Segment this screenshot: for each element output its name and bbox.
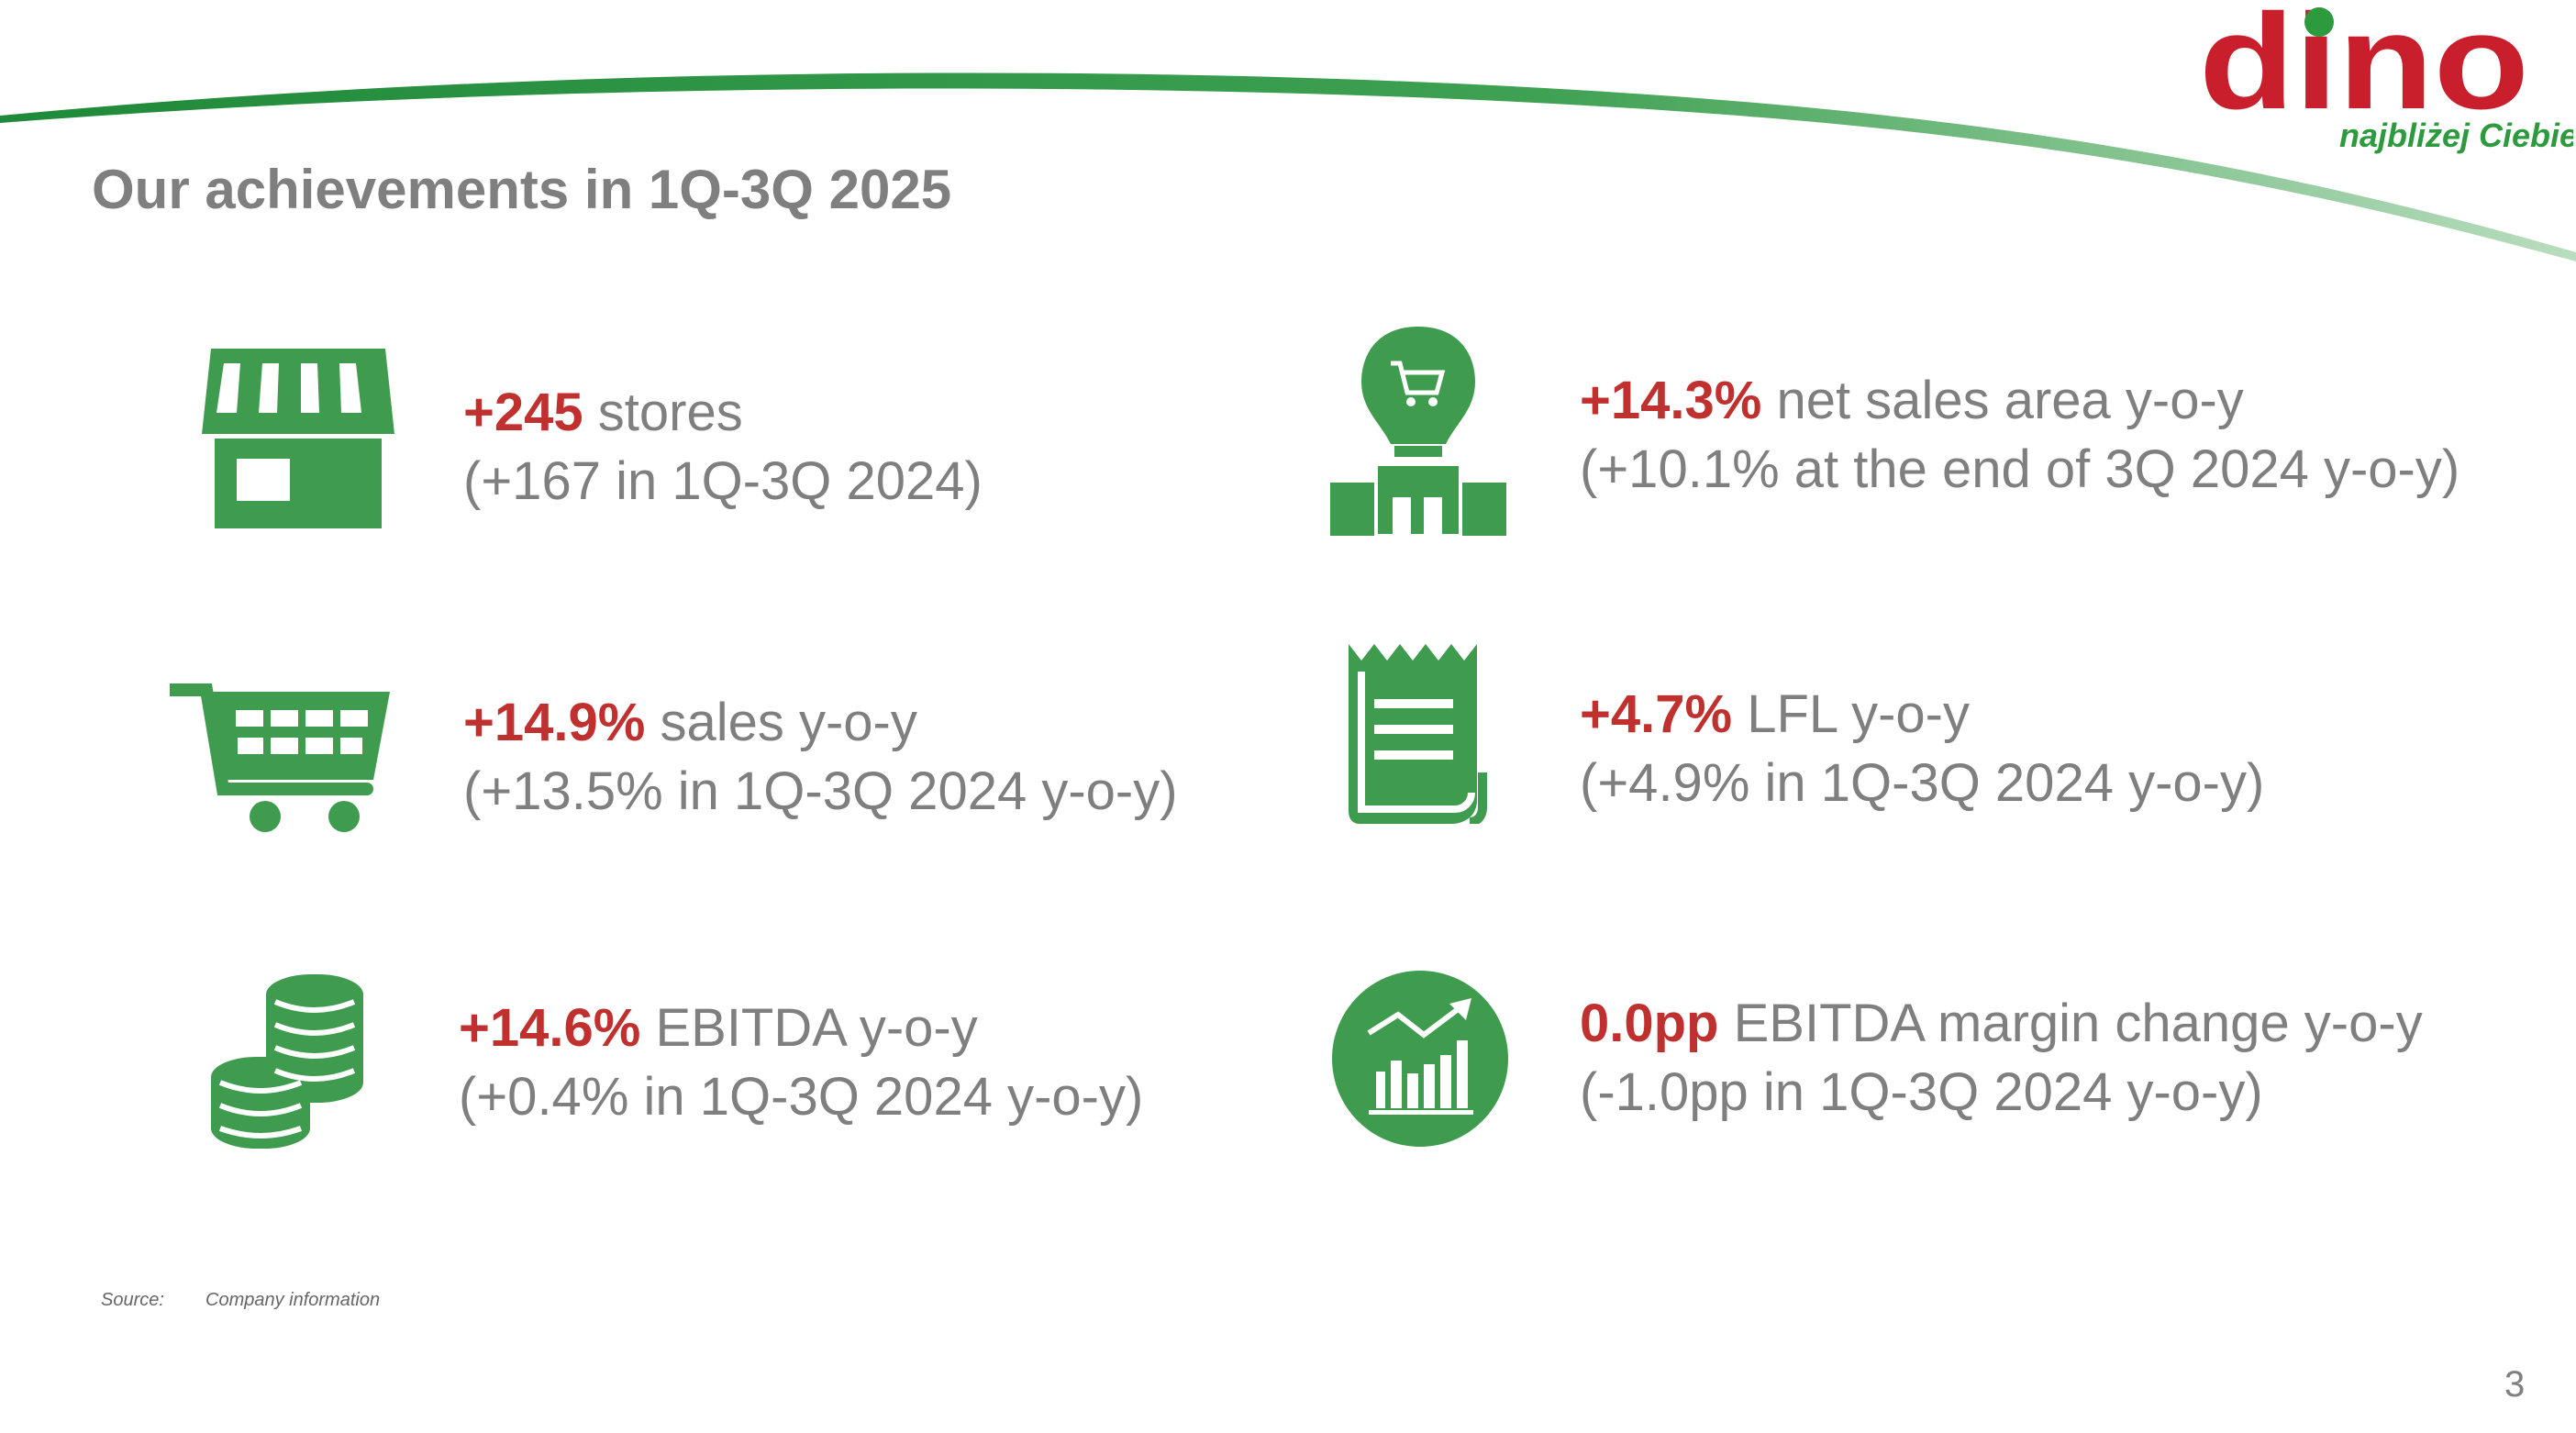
stores-label: stores xyxy=(583,383,743,442)
page-number: 3 xyxy=(2504,1364,2526,1405)
receipt-icon xyxy=(1349,644,1487,824)
ebitda-margin-detail: (-1.0pp in 1Q-3Q 2024 y-o-y) xyxy=(1580,1062,2263,1122)
ebitda-value: +14.6% xyxy=(459,998,641,1058)
achievement-lfl: +4.7% LFL y-o-y (+4.9% in 1Q-3Q 2024 y-o… xyxy=(1580,680,2264,817)
store-sales-area-icon xyxy=(1330,327,1506,536)
ebitda-label: EBITDA y-o-y xyxy=(640,998,978,1058)
sales-label: sales y-o-y xyxy=(645,693,917,752)
store-icon xyxy=(202,349,394,528)
achievement-ebitda: +14.6% EBITDA y-o-y (+0.4% in 1Q-3Q 2024… xyxy=(459,994,1143,1131)
lfl-detail: (+4.9% in 1Q-3Q 2024 y-o-y) xyxy=(1580,753,2265,813)
ebitda-margin-label: EBITDA margin change y-o-y xyxy=(1718,994,2423,1053)
ebitda-detail: (+0.4% in 1Q-3Q 2024 y-o-y) xyxy=(459,1067,1144,1127)
source-label: Source: xyxy=(101,1290,164,1310)
net-sales-area-value: +14.3% xyxy=(1580,371,1762,430)
source-text: Company information xyxy=(205,1290,381,1310)
lfl-value: +4.7% xyxy=(1580,684,1733,744)
stores-detail: (+167 in 1Q-3Q 2024) xyxy=(463,451,983,511)
achievement-stores: +245 stores (+167 in 1Q-3Q 2024) xyxy=(463,378,983,516)
page-title: Our achievements in 1Q-3Q 2025 xyxy=(92,159,952,220)
shopping-cart-icon xyxy=(170,683,390,832)
stores-value: +245 xyxy=(463,383,583,442)
achievement-ebitda-margin: 0.0pp EBITDA margin change y-o-y (-1.0pp… xyxy=(1580,989,2423,1127)
growth-chart-icon xyxy=(1332,971,1508,1147)
ebitda-margin-value: 0.0pp xyxy=(1580,994,1719,1053)
sales-value: +14.9% xyxy=(463,693,646,752)
lfl-label: LFL y-o-y xyxy=(1732,684,1970,744)
coins-icon xyxy=(211,974,363,1149)
net-sales-area-label: net sales area y-o-y xyxy=(1761,371,2244,430)
net-sales-area-detail: (+10.1% at the end of 3Q 2024 y-o-y) xyxy=(1580,439,2460,499)
sales-detail: (+13.5% in 1Q-3Q 2024 y-o-y) xyxy=(463,761,1178,821)
svg-text:dino: dino xyxy=(2199,0,2529,138)
dino-logo: dino najbliżej Ciebie xyxy=(2199,0,2573,154)
source-note: Source: Company information xyxy=(101,1290,380,1311)
achievement-sales: +14.9% sales y-o-y (+13.5% in 1Q-3Q 2024… xyxy=(463,688,1178,826)
achievement-net-sales-area: +14.3% net sales area y-o-y (+10.1% at t… xyxy=(1580,366,2459,504)
svg-text:najbliżej Ciebie: najbliżej Ciebie xyxy=(2339,117,2573,154)
